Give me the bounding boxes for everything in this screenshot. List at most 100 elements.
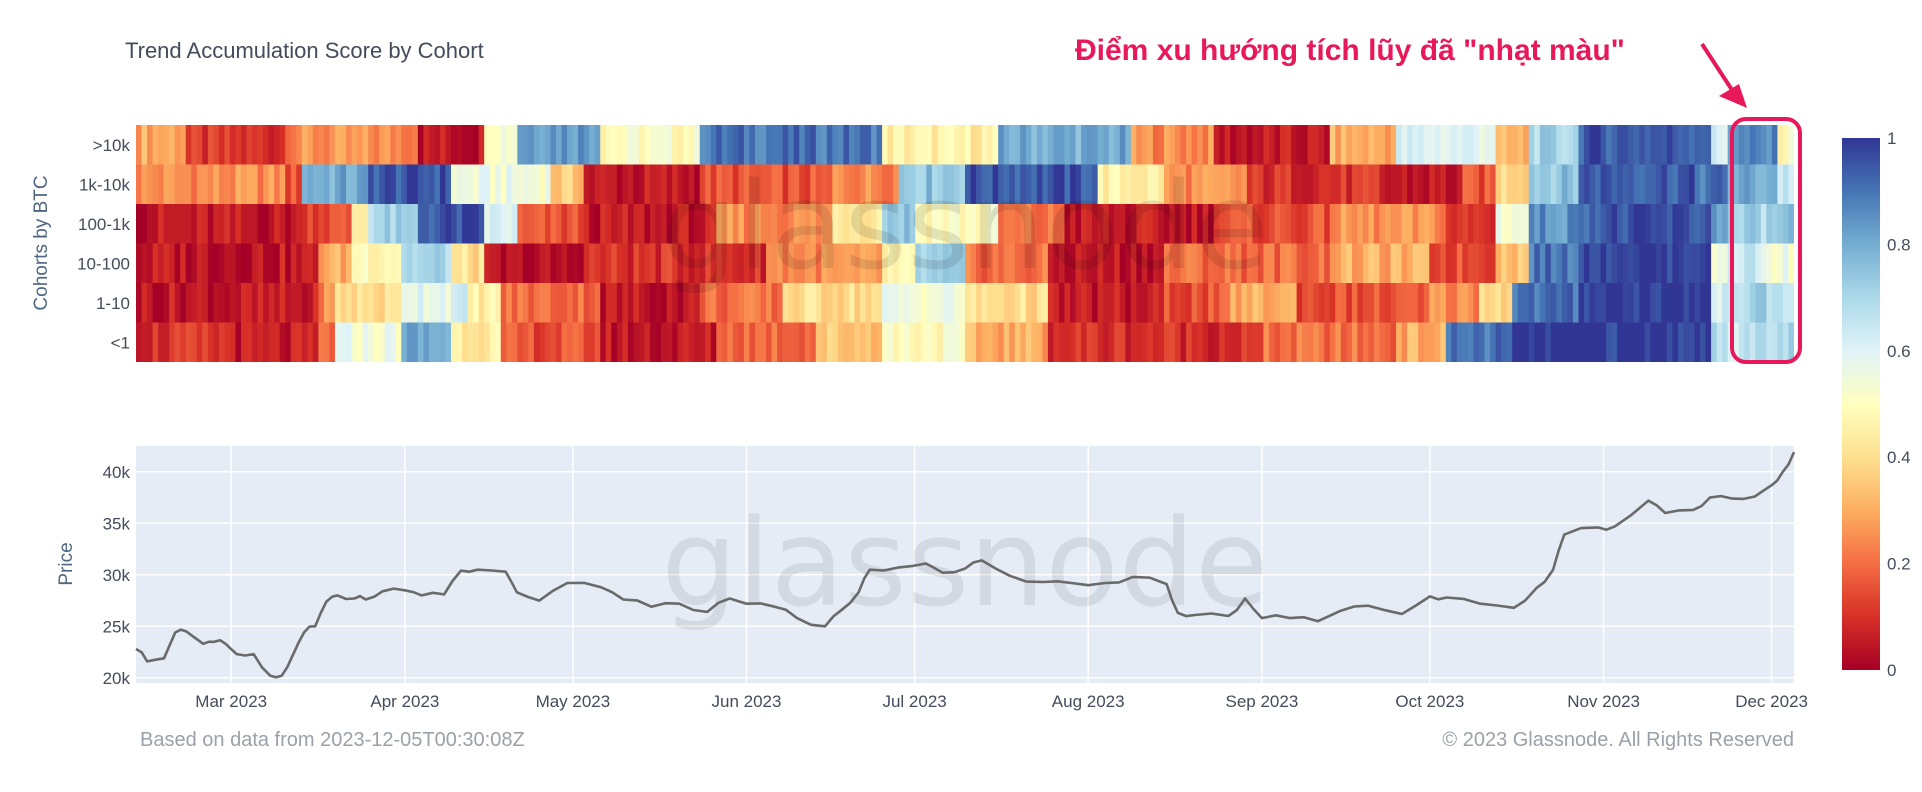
heatmap-cell [616, 125, 623, 165]
heatmap-cell [1280, 204, 1287, 244]
heatmap-cell [1235, 283, 1242, 323]
heatmap-cell [1252, 283, 1259, 323]
heatmap-cell [959, 204, 966, 244]
heatmap-cell [1501, 164, 1508, 205]
heatmap-cell [445, 164, 452, 205]
heatmap-cell [1478, 243, 1486, 284]
heatmap-cell [301, 204, 308, 244]
heatmap-cell [511, 322, 518, 362]
heatmap-cell [1672, 322, 1679, 362]
heatmap-cell [445, 243, 452, 284]
heatmap-cell [506, 204, 513, 244]
heatmap-cell [727, 283, 734, 323]
heatmap-cell [672, 204, 679, 244]
heatmap-cell [815, 243, 822, 284]
heatmap-cell [1003, 204, 1010, 244]
heatmap-cell [207, 204, 214, 244]
heatmap-cell [158, 125, 165, 165]
heatmap-cell [876, 322, 883, 362]
heatmap-cell [749, 243, 756, 284]
heatmap-cell [379, 164, 386, 205]
colorbar-tick-label: 0.4 [1887, 448, 1911, 467]
heatmap-cell [1423, 164, 1430, 205]
heatmap-cell [799, 164, 806, 205]
heatmap-cell [1335, 125, 1342, 165]
heatmap-cell [252, 204, 259, 244]
heatmap-cell [1628, 125, 1635, 165]
heatmap-cell [633, 243, 640, 284]
heatmap-cell [1130, 322, 1137, 362]
price-plot-background [136, 446, 1794, 683]
heatmap-cell [904, 164, 911, 205]
heatmap-cell [379, 322, 386, 362]
heatmap-cell [185, 204, 192, 244]
heatmap-cell [439, 322, 447, 362]
heatmap-cell [544, 243, 552, 284]
heatmap-cell [605, 164, 612, 205]
heatmap-cell [854, 125, 861, 165]
price-x-tick-label: Sep 2023 [1226, 692, 1299, 711]
heatmap-cell [1141, 125, 1148, 165]
heatmap-cell [1777, 243, 1784, 284]
heatmap-cell [412, 164, 419, 205]
heatmap-cell [1484, 204, 1491, 244]
heatmap-cell [754, 125, 762, 165]
price-y-tick-label: 30k [103, 566, 131, 585]
heatmap-cell [539, 164, 546, 205]
heatmap-cell [1058, 283, 1066, 323]
heatmap-cell [965, 164, 972, 205]
heatmap-cell [1092, 204, 1099, 244]
heatmap-cell [1213, 164, 1220, 205]
heatmap-cell [1130, 243, 1137, 284]
heatmap-cell [191, 283, 198, 323]
heatmap-cell [1246, 243, 1253, 284]
heatmap-cell [1152, 283, 1160, 323]
heatmap-cell [622, 125, 629, 165]
heatmap-cell [638, 125, 646, 165]
heatmap-cell [1561, 243, 1569, 284]
heatmap-cell [1385, 204, 1392, 244]
heatmap-cell [489, 243, 496, 284]
heatmap-cell [285, 164, 292, 205]
heatmap-cell [428, 283, 436, 323]
heatmap-cell [1291, 322, 1298, 362]
heatmap-cell [1434, 322, 1441, 362]
heatmap-cell [191, 164, 198, 205]
heatmap-cell [152, 164, 159, 205]
heatmap-cell [887, 283, 894, 323]
heatmap-cell [1169, 125, 1176, 165]
heatmap-cell [406, 204, 413, 244]
heatmap-cell [854, 322, 861, 362]
heatmap-cell [622, 204, 629, 244]
heatmap-cell [1490, 164, 1497, 205]
heatmap-cell [1152, 125, 1160, 165]
heatmap-cell [1169, 204, 1176, 244]
heatmap-cell [1086, 322, 1093, 362]
heatmap-cell [185, 283, 192, 323]
heatmap-cell [600, 204, 607, 244]
heatmap-cell [804, 164, 811, 205]
heatmap-cell [1318, 204, 1325, 244]
heatmap-cell [390, 243, 397, 284]
heatmap-cell [1186, 322, 1193, 362]
heatmap-cell [1141, 283, 1148, 323]
heatmap-cell [1666, 243, 1674, 284]
heatmap-cell [522, 283, 529, 323]
heatmap-cell [649, 283, 657, 323]
heatmap-cell [1346, 125, 1353, 165]
heatmap-cell [1650, 243, 1657, 284]
heatmap-cell [721, 243, 728, 284]
heatmap-cell [1357, 283, 1364, 323]
heatmap-cell [1523, 125, 1530, 165]
heatmap-cell [1119, 164, 1126, 205]
heatmap-cell [252, 243, 259, 284]
heatmap-cell [174, 283, 181, 323]
heatmap-cell [136, 322, 143, 362]
heatmap-cell [948, 204, 955, 244]
heatmap-cell [445, 125, 452, 165]
heatmap-cell [1462, 204, 1469, 244]
heatmap-cell [174, 204, 181, 244]
heatmap-cell [1252, 204, 1259, 244]
heatmap-cell [1169, 164, 1176, 205]
heatmap-cell [1141, 204, 1148, 244]
